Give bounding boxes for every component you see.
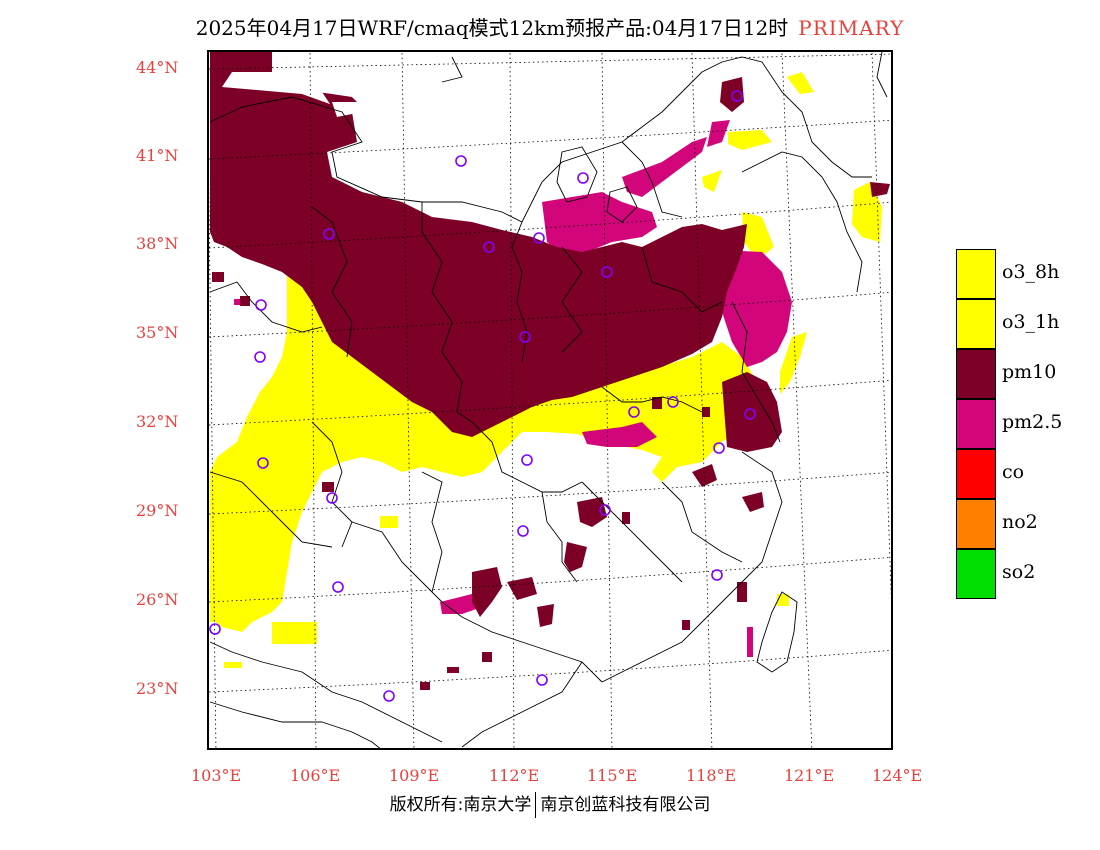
legend-label: so2 (1002, 561, 1036, 583)
lon-label-103: 103°E (191, 766, 242, 785)
legend-swatch (956, 249, 996, 299)
lat-label-23: 23°N (136, 679, 179, 698)
lat-label-41: 41°N (136, 146, 179, 165)
o3-region (210, 72, 882, 668)
legend-swatch (956, 349, 996, 399)
lat-label-32: 32°N (136, 412, 179, 431)
pollution-map (207, 50, 893, 750)
ocean-area (703, 242, 891, 748)
clear-area (272, 52, 891, 222)
boundaries (209, 52, 888, 748)
lon-label-115: 115°E (587, 766, 638, 785)
graticule (209, 52, 891, 748)
city-markers (209, 90, 756, 702)
copyright-right: 南京创蓝科技有限公司 (540, 795, 711, 815)
copyright-left: 版权所有:南京大学 (389, 795, 532, 815)
pm10-region (210, 52, 890, 690)
copyright-footer: 版权所有:南京大学 南京创蓝科技有限公司 (0, 790, 1100, 818)
footer-divider (535, 792, 537, 818)
lon-label-118: 118°E (686, 766, 737, 785)
lat-label-44: 44°N (136, 58, 179, 77)
lon-label-112: 112°E (489, 766, 540, 785)
lon-label-106: 106°E (290, 766, 341, 785)
legend-swatch (956, 299, 996, 349)
legend-swatch (956, 399, 996, 449)
legend-swatch (956, 449, 996, 499)
legend-label: o3_8h (1002, 261, 1060, 283)
map-title: 2025年04月17日WRF/cmaq模式12km预报产品:04月17日12时 P… (0, 12, 1100, 41)
legend-swatch (956, 499, 996, 549)
lat-label-35: 35°N (136, 323, 179, 342)
lon-label-124: 124°E (872, 766, 923, 785)
legend-label: pm2.5 (1002, 411, 1063, 433)
lat-label-38: 38°N (136, 234, 179, 253)
lat-label-29: 29°N (136, 501, 179, 520)
lat-label-26: 26°N (136, 590, 179, 609)
lon-label-121: 121°E (784, 766, 835, 785)
legend-label: o3_1h (1002, 311, 1060, 333)
legend-swatch (956, 549, 996, 599)
map-title-text: 2025年04月17日WRF/cmaq模式12km预报产品:04月17日12时 (195, 16, 789, 40)
legend-label: no2 (1002, 511, 1038, 533)
lon-label-109: 109°E (389, 766, 440, 785)
legend-label: pm10 (1002, 361, 1057, 383)
legend-label: co (1002, 461, 1025, 483)
primary-tag: PRIMARY (798, 16, 905, 40)
map-canvas (209, 52, 891, 748)
